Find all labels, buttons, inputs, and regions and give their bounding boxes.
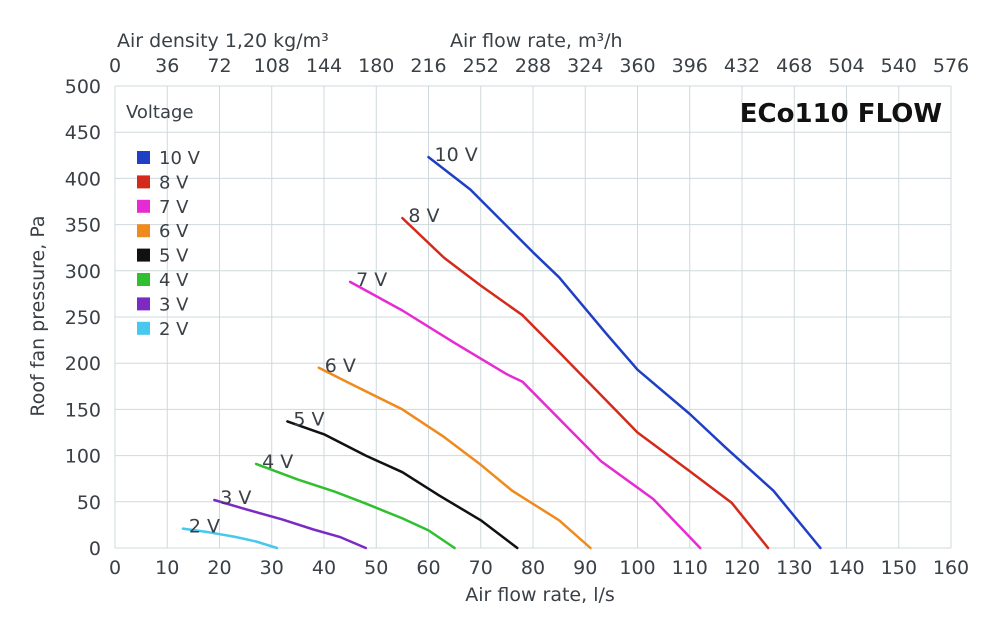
legend-swatch <box>137 297 150 311</box>
legend-swatch <box>137 273 150 286</box>
x-tick-label: 140 <box>828 557 864 579</box>
series-line-4v <box>254 462 456 550</box>
chart-title: ECo110 FLOW <box>740 99 942 129</box>
x-tick-label: 40 <box>312 557 336 579</box>
legend-swatch <box>137 175 150 189</box>
legend-item: 10 V <box>159 148 201 169</box>
x-tick-label: 60 <box>416 557 440 579</box>
legend-item: 5 V <box>159 246 189 267</box>
series-line-5v <box>286 420 519 550</box>
x-axis-title: Air flow rate, l/s <box>465 584 615 606</box>
series-label: 2 V <box>189 516 220 538</box>
legend-swatch <box>137 151 150 164</box>
top-tick-label: 360 <box>619 55 655 77</box>
x-tick-label: 80 <box>521 557 545 579</box>
x-tick-label: 150 <box>881 557 917 579</box>
top-tick-label: 144 <box>306 55 342 77</box>
legend-swatch <box>137 199 150 213</box>
top-axis-label: Air flow rate, m³/h <box>450 30 623 52</box>
y-tick-label: 500 <box>65 76 101 98</box>
x-tick-label: 120 <box>724 557 760 579</box>
x-tick-label: 50 <box>364 557 388 579</box>
x-tick-label: 30 <box>260 557 284 579</box>
top-ticks: 0 36 72 108 144 180 216 252 288 324 360 396 432 468 50… <box>109 55 969 77</box>
top-tick-label: 504 <box>828 55 864 77</box>
series-label: 10 V <box>435 144 478 166</box>
x-tick-label: 160 <box>933 557 969 579</box>
y-ticks: 0 50 100 150 200 250 300 350 400 450 500 <box>65 76 101 560</box>
legend-item: 6 V <box>159 221 189 242</box>
y-tick-label: 0 <box>89 538 101 560</box>
top-tick-label: 72 <box>207 55 231 77</box>
x-ticks: 0 10 20 30 40 50 60 70 80 90 100 110 120 130 140 150 160 <box>109 557 969 579</box>
legend: Voltage 10 V 8 V 7 V 6 V 5 V 4 V 3 V 2 V <box>126 102 201 340</box>
top-tick-label: 324 <box>567 55 603 77</box>
top-tick-label: 396 <box>672 55 708 77</box>
series-line-2v <box>181 527 279 550</box>
legend-swatch <box>137 321 150 335</box>
x-tick-label: 70 <box>469 557 493 579</box>
x-tick-label: 10 <box>155 557 179 579</box>
x-tick-label: 110 <box>672 557 708 579</box>
legend-item: 7 V <box>159 197 189 218</box>
y-tick-label: 200 <box>65 353 101 375</box>
series-line-7v <box>348 280 702 550</box>
x-tick-label: 130 <box>776 557 812 579</box>
legend-swatch <box>137 248 150 262</box>
y-tick-label: 150 <box>65 399 101 421</box>
top-tick-label: 576 <box>933 55 969 77</box>
legend-item: 2 V <box>159 319 189 340</box>
series-line-8v <box>401 216 770 550</box>
y-tick-label: 350 <box>65 215 101 237</box>
legend-title: Voltage <box>126 102 194 123</box>
series-line-6v <box>317 366 592 550</box>
y-axis-title: Roof fan pressure, Pa <box>27 215 49 416</box>
series-label: 6 V <box>325 355 356 377</box>
y-tick-label: 50 <box>77 492 101 514</box>
top-tick-label: 540 <box>881 55 917 77</box>
x-tick-label: 0 <box>109 557 121 579</box>
legend-item: 3 V <box>159 294 189 315</box>
top-tick-label: 180 <box>358 55 394 77</box>
top-tick-label: 108 <box>254 55 290 77</box>
x-tick-label: 90 <box>573 557 597 579</box>
y-tick-label: 100 <box>65 446 101 468</box>
series-label: 4 V <box>262 451 293 473</box>
series-label: 5 V <box>293 408 324 430</box>
y-tick-label: 250 <box>65 307 101 329</box>
legend-swatch <box>137 224 150 238</box>
grid <box>114 85 952 549</box>
series-line-10v <box>427 155 822 550</box>
top-tick-label: 288 <box>515 55 551 77</box>
top-tick-label: 468 <box>776 55 812 77</box>
series-label: 7 V <box>356 269 387 291</box>
y-tick-label: 300 <box>65 261 101 283</box>
top-left-label: Air density 1,20 kg/m³ <box>117 30 329 52</box>
top-tick-label: 432 <box>724 55 760 77</box>
top-tick-label: 36 <box>155 55 179 77</box>
y-tick-label: 400 <box>65 168 101 190</box>
top-tick-label: 252 <box>463 55 499 77</box>
legend-item: 8 V <box>159 172 189 193</box>
series-label: 8 V <box>408 205 439 227</box>
series-line-3v <box>213 498 368 550</box>
x-tick-label: 100 <box>619 557 655 579</box>
top-tick-label: 0 <box>109 55 121 77</box>
x-tick-label: 20 <box>207 557 231 579</box>
series-group: 10 V 8 V 7 V 6 V 5 V4 V 3 V2 V <box>181 144 822 550</box>
legend-item: 4 V <box>159 270 189 291</box>
y-tick-label: 450 <box>65 122 101 144</box>
series-label: 3 V <box>220 487 251 509</box>
top-tick-label: 216 <box>410 55 446 77</box>
